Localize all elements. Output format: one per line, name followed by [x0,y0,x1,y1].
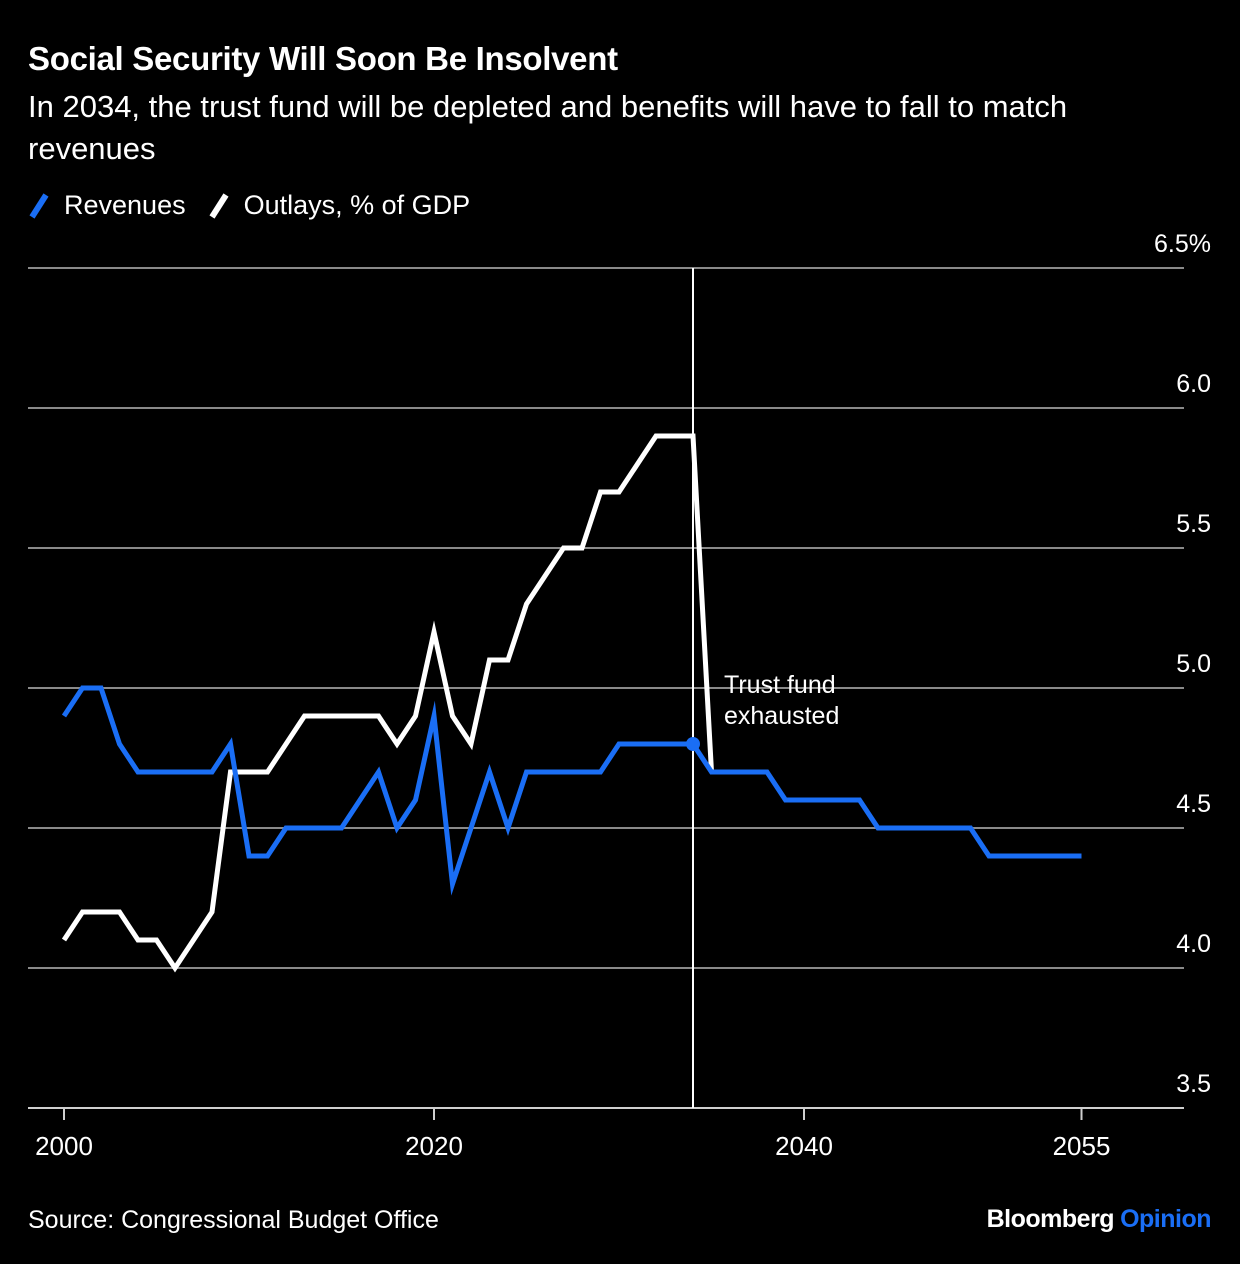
y-tick-label: 6.5% [1154,230,1211,258]
legend-label-revenues: Revenues [64,190,186,220]
annotation-point [686,737,700,751]
x-tick-label: 2040 [775,1131,833,1161]
y-tick-label: 4.5 [1176,790,1211,818]
x-tick-label: 2020 [405,1131,463,1161]
outlays-line [61,433,714,973]
source-note: Source: Congressional Budget Office [28,1206,439,1234]
outlays-swatch-icon [209,192,229,219]
legend-item-revenues: Revenues [28,190,186,221]
annotation-label: exhausted [724,702,839,730]
chart-subtitle: In 2034, the trust fund will be depleted… [28,89,1068,166]
y-tick-label: 5.5 [1176,510,1211,538]
brand-logo: Bloomberg Opinion [986,1205,1212,1234]
brand-name: Bloomberg [986,1205,1115,1233]
y-tick-label: 3.5 [1176,1070,1211,1098]
revenues-swatch-icon [29,192,49,219]
x-tick-label: 2000 [35,1131,93,1161]
revenues-line [61,685,1082,896]
chart-legend: Revenues Outlays, % of GDP [28,190,492,221]
y-tick-label: 6.0 [1176,370,1211,398]
legend-label-outlays: Outlays, % of GDP [243,190,471,220]
y-tick-label: 5.0 [1176,650,1211,678]
chart-title: Social Security Will Soon Be Insolvent [28,40,618,77]
legend-item-outlays: Outlays, % of GDP [208,190,471,221]
y-tick-label: 4.0 [1176,930,1211,958]
x-tick-label: 2055 [1053,1131,1111,1161]
annotation-label: Trust fund [724,671,836,699]
brand-accent: Opinion [1120,1205,1211,1233]
